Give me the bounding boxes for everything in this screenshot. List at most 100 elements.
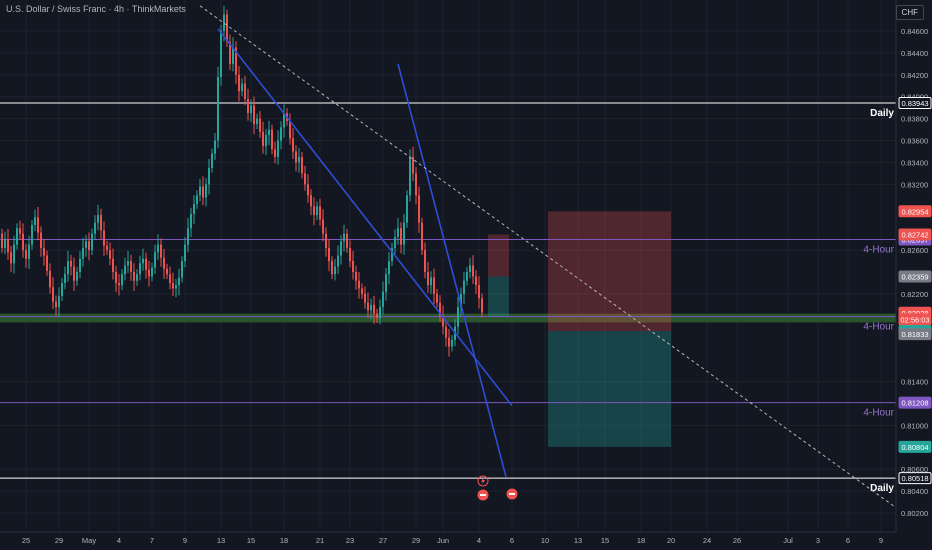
candle	[235, 47, 237, 75]
candle	[118, 282, 120, 286]
candle	[310, 195, 312, 207]
time-tick-label: 25	[22, 536, 30, 545]
candle	[136, 274, 138, 281]
candle	[421, 222, 423, 251]
candle	[253, 105, 255, 125]
level-axis-label: 0.80518	[901, 474, 928, 483]
level-axis-label-tag	[898, 96, 932, 109]
horizontal-levels[interactable]: Daily 4-Hour 4-Hour 4-Hour Daily	[0, 102, 896, 494]
candle	[400, 228, 402, 245]
candle	[352, 261, 354, 272]
candle	[97, 215, 99, 223]
candle	[49, 270, 51, 288]
candle	[220, 31, 222, 78]
candle	[250, 105, 252, 114]
candle	[169, 274, 171, 283]
candle	[154, 252, 156, 268]
candle	[229, 41, 231, 64]
candle	[442, 315, 444, 327]
price-tick-label: 0.83200	[901, 180, 928, 189]
time-tick-label: 21	[316, 536, 324, 545]
position-target-zone	[548, 331, 671, 447]
level-axis-label: 0.83943	[901, 99, 928, 108]
candle	[343, 233, 345, 242]
time-tick-label: 4	[477, 536, 481, 545]
trendlines[interactable]	[199, 5, 909, 517]
price-tick-label: 0.83800	[901, 115, 928, 124]
candle	[187, 228, 189, 245]
time-tick-label: May	[82, 536, 96, 545]
price-tag-label-tag	[898, 205, 932, 218]
candle	[178, 277, 180, 286]
price-tick-label: 0.84600	[901, 27, 928, 36]
candle	[397, 228, 399, 237]
candle	[217, 77, 219, 141]
candle	[403, 222, 405, 245]
time-tick-label: 9	[879, 536, 883, 545]
candle	[28, 244, 30, 259]
candle	[328, 247, 330, 262]
candle	[472, 265, 474, 277]
candle	[148, 269, 150, 277]
position-target-zone	[488, 276, 509, 317]
candle	[424, 250, 426, 272]
candle	[163, 257, 165, 269]
price-tick-label: 0.80600	[901, 465, 928, 474]
time-tick-label: 27	[379, 536, 387, 545]
time-tick-label: 4	[117, 536, 121, 545]
candle	[160, 244, 162, 258]
candle	[88, 241, 90, 251]
candle	[361, 288, 363, 294]
candle	[268, 129, 270, 136]
candle	[76, 272, 78, 281]
price-tick-label: 0.83600	[901, 137, 928, 146]
candle	[292, 138, 294, 152]
candle	[271, 129, 273, 150]
candle	[124, 265, 126, 275]
candle	[106, 245, 108, 251]
trendline	[217, 28, 513, 407]
candles	[1, 5, 483, 357]
candle	[259, 118, 261, 132]
currency-button[interactable]: CHF	[895, 5, 924, 20]
price-tag-label-tag	[898, 228, 932, 241]
candle	[70, 261, 72, 267]
candle	[241, 83, 243, 92]
price-tag-label: 0.82028	[901, 309, 928, 318]
candle	[40, 232, 42, 248]
candle	[214, 140, 216, 154]
candle	[370, 304, 372, 311]
candle	[55, 301, 57, 308]
candle	[439, 302, 441, 316]
price-tick-label: 0.80200	[901, 509, 928, 518]
candle	[73, 266, 75, 281]
level-axis-label-tag	[898, 472, 932, 485]
candle	[349, 247, 351, 262]
candle	[139, 263, 141, 275]
event-markers[interactable]	[477, 475, 518, 501]
price-tag-label-tag	[898, 328, 932, 341]
candle	[280, 127, 282, 141]
grid	[0, 0, 896, 532]
candle	[94, 222, 96, 234]
position-stop-zone	[548, 211, 671, 332]
candle	[466, 272, 468, 281]
candle	[418, 195, 420, 223]
price-tag-label: 0.82359	[901, 272, 928, 281]
candle	[445, 326, 447, 338]
candle	[289, 120, 291, 139]
candle	[196, 195, 198, 205]
candle	[415, 173, 417, 196]
candle	[262, 131, 264, 147]
candle	[166, 268, 168, 275]
candle	[448, 337, 450, 347]
candle	[409, 156, 411, 196]
candle	[340, 241, 342, 256]
candle	[142, 258, 144, 264]
level-label: Daily	[870, 108, 894, 119]
flag-icon-stripe	[480, 494, 486, 496]
time-tick-label: 6	[846, 536, 850, 545]
candle	[463, 280, 465, 294]
candle	[10, 252, 12, 264]
